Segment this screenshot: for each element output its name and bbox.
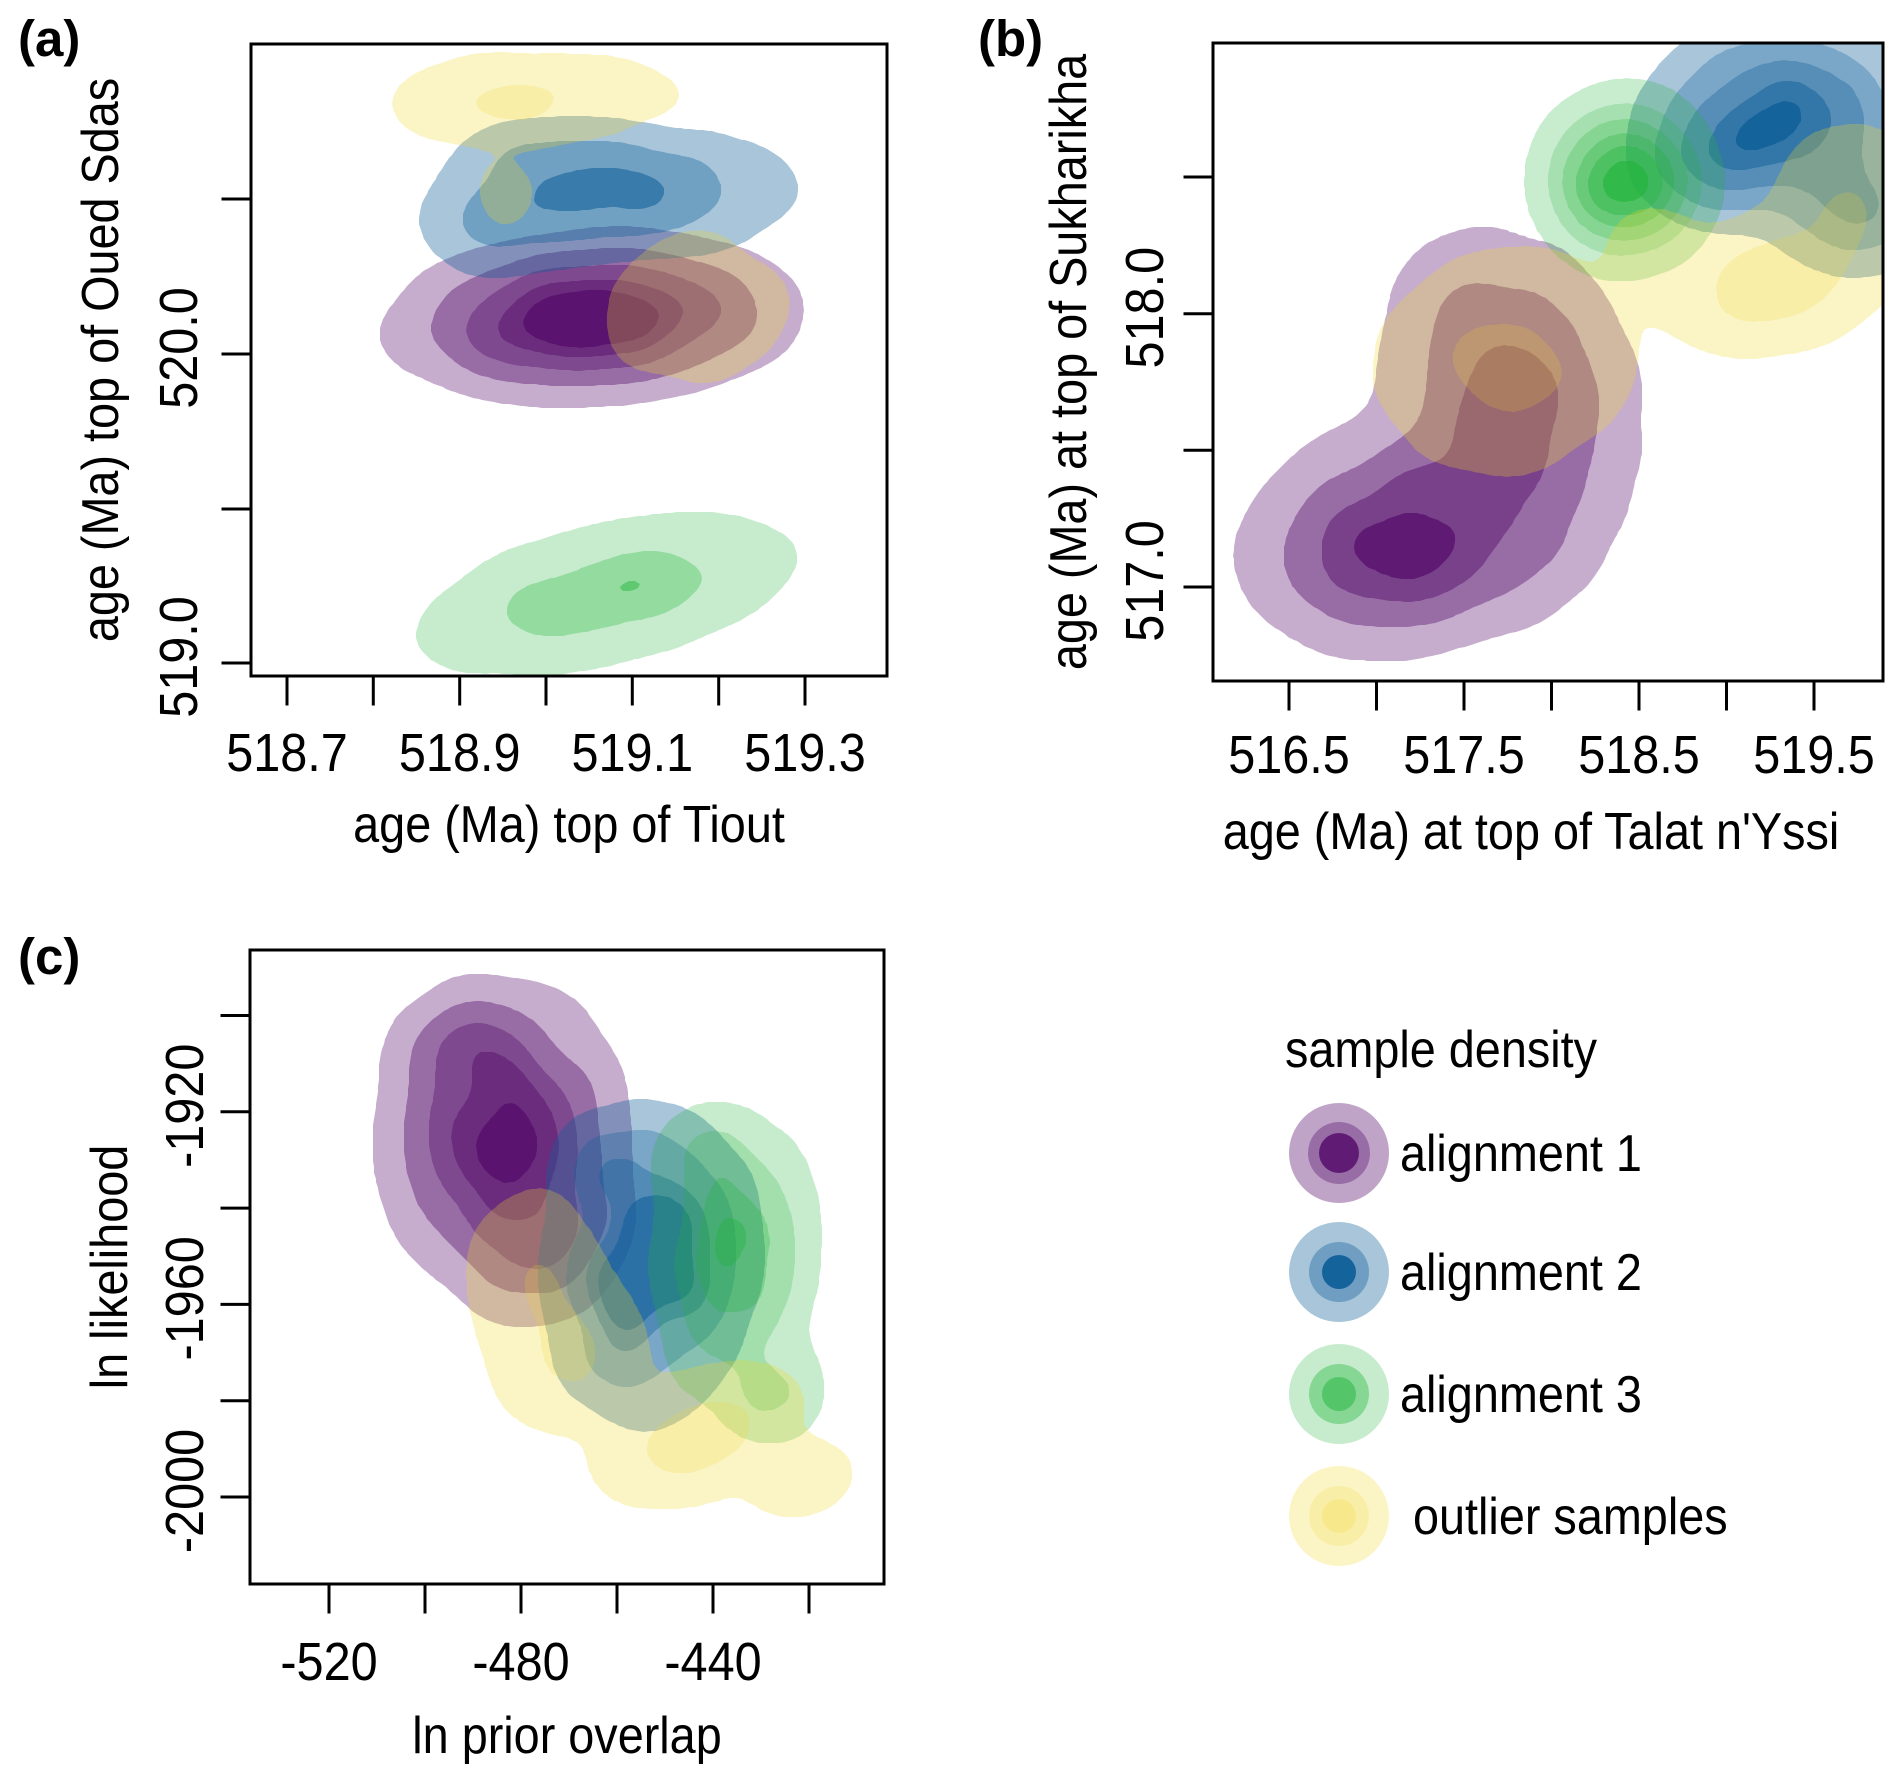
svg-text:age (Ma) at top of Sukharikha: age (Ma) at top of Sukharikha: [1040, 53, 1098, 670]
svg-text:age (Ma) top of Tiout: age (Ma) top of Tiout: [353, 796, 785, 854]
svg-text:alignment 1: alignment 1: [1400, 1125, 1642, 1183]
svg-text:518.9: 518.9: [399, 722, 521, 783]
svg-text:-1920: -1920: [154, 1044, 215, 1168]
svg-text:alignment 2: alignment 2: [1400, 1244, 1642, 1302]
svg-text:(c): (c): [18, 928, 80, 985]
svg-text:519.0: 519.0: [148, 596, 209, 718]
svg-text:520.0: 520.0: [148, 287, 209, 409]
svg-text:age (Ma) at top of Talat n'Yss: age (Ma) at top of Talat n'Yssi: [1223, 803, 1840, 861]
svg-text:519.3: 519.3: [744, 722, 866, 783]
svg-text:518.5: 518.5: [1578, 724, 1700, 785]
svg-text:-440: -440: [664, 1631, 761, 1692]
svg-text:outlier samples: outlier samples: [1413, 1488, 1728, 1546]
svg-text:518.7: 518.7: [226, 722, 348, 783]
svg-text:517.0: 517.0: [1114, 520, 1175, 642]
svg-text:age (Ma) top of Oued Sdas: age (Ma) top of Oued Sdas: [72, 78, 130, 642]
svg-text:(b): (b): [978, 10, 1043, 67]
svg-text:ln likelihood: ln likelihood: [81, 1145, 139, 1389]
svg-text:-1960: -1960: [154, 1236, 215, 1360]
svg-text:ln prior overlap: ln prior overlap: [412, 1707, 721, 1765]
svg-text:517.5: 517.5: [1403, 724, 1525, 785]
svg-text:sample density: sample density: [1285, 1021, 1597, 1079]
svg-text:alignment 3: alignment 3: [1400, 1366, 1642, 1424]
svg-text:-520: -520: [280, 1631, 377, 1692]
svg-text:516.5: 516.5: [1228, 724, 1350, 785]
svg-text:-2000: -2000: [154, 1429, 215, 1553]
svg-text:(a): (a): [18, 10, 80, 67]
svg-text:518.0: 518.0: [1114, 247, 1175, 369]
svg-text:519.5: 519.5: [1753, 724, 1875, 785]
svg-text:519.1: 519.1: [572, 722, 694, 783]
svg-text:-480: -480: [472, 1631, 569, 1692]
